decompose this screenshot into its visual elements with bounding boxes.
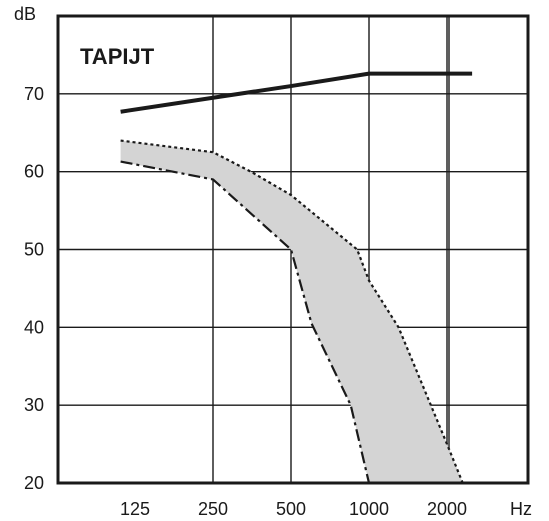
series-line-dashdot-lower bbox=[120, 160, 371, 484]
chart-title: TAPIJT bbox=[80, 44, 155, 69]
series-line-dotted-upper bbox=[120, 139, 464, 484]
x-tick-label-500: 500 bbox=[276, 499, 306, 519]
y-tick-label-50: 50 bbox=[24, 240, 44, 260]
y-tick-label-20: 20 bbox=[24, 473, 44, 493]
x-tick-label-1000: 1000 bbox=[349, 499, 389, 519]
x-tick-labels: 125 250 500 1000 2000 bbox=[120, 499, 467, 519]
plot-frame bbox=[56, 14, 530, 485]
series-line-solid bbox=[120, 71, 473, 114]
y-tick-label-30: 30 bbox=[24, 395, 44, 415]
shaded-band bbox=[120, 140, 463, 484]
y-tick-label-60: 60 bbox=[24, 162, 44, 182]
x-tick-label-125: 125 bbox=[120, 499, 150, 519]
y-tick-label-40: 40 bbox=[24, 317, 44, 337]
x-tick-label-2000: 2000 bbox=[427, 499, 467, 519]
y-tick-labels: 20 30 40 50 60 70 bbox=[24, 84, 44, 493]
y-axis-label: dB bbox=[14, 4, 36, 24]
series-group bbox=[120, 71, 473, 484]
x-tick-label-250: 250 bbox=[198, 499, 228, 519]
grid bbox=[58, 16, 528, 483]
y-tick-label-70: 70 bbox=[24, 84, 44, 104]
x-axis-label: Hz bbox=[510, 499, 532, 519]
